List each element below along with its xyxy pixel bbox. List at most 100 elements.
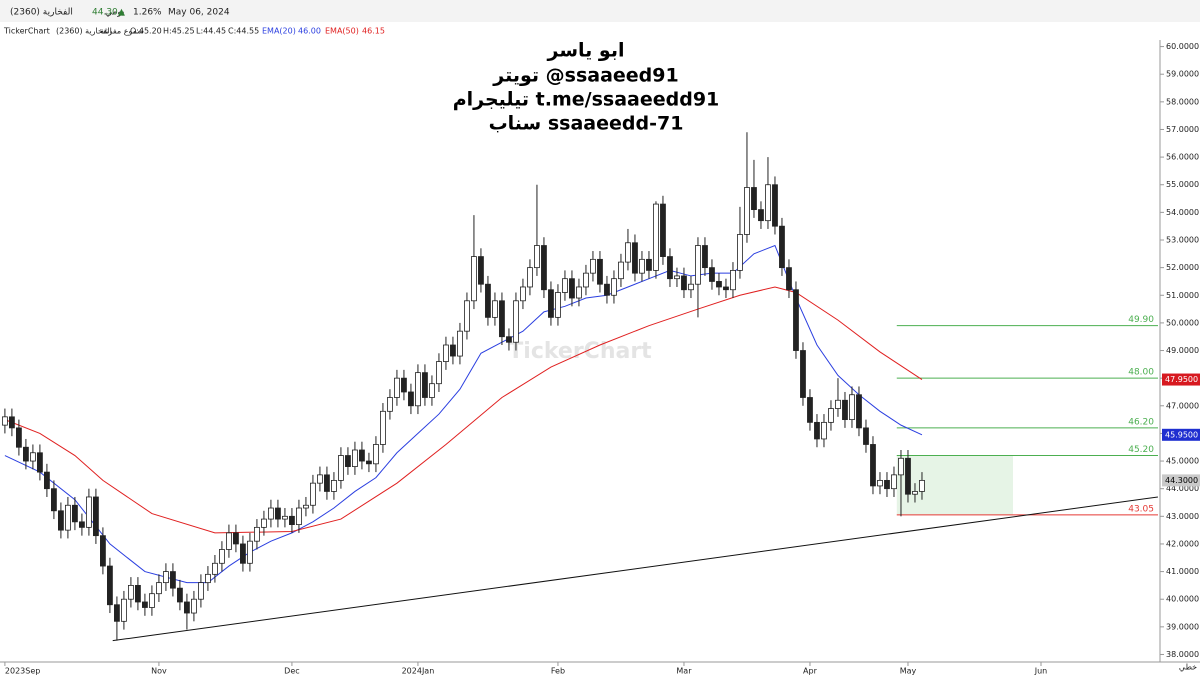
candle-body: [23, 446, 29, 462]
candle-body: [471, 256, 477, 302]
candle-body: [590, 258, 596, 274]
candle-body: [2, 416, 8, 426]
candle-body: [485, 283, 491, 318]
candle-body: [247, 540, 253, 564]
candle-body: [310, 482, 316, 506]
candle-body: [744, 187, 750, 235]
candle-body: [520, 286, 526, 302]
y-tick-label: 58.0000: [1166, 97, 1199, 106]
candle-body: [345, 455, 351, 467]
candle-body: [821, 421, 827, 440]
price-tag: [1162, 428, 1200, 441]
candle-body: [177, 587, 183, 603]
candle-body: [863, 427, 869, 445]
candle-body: [282, 515, 288, 520]
candle-body: [779, 225, 785, 269]
candle-body: [562, 278, 568, 293]
candle-body: [912, 491, 918, 495]
y-tick-label: 59.0000: [1166, 70, 1199, 79]
candle-body: [919, 479, 925, 492]
candle-body: [51, 488, 57, 512]
x-tick-label: 2023Sep: [5, 667, 40, 676]
x-tick-label: Jun: [1034, 667, 1048, 676]
candle-body: [30, 452, 36, 462]
candle-body: [107, 565, 113, 606]
y-tick-label: 42.0000: [1166, 539, 1199, 548]
candle-body: [240, 543, 246, 564]
chart-style: شموع مفرغة: [100, 27, 144, 36]
candle-body: [849, 394, 855, 421]
period: يومي: [105, 8, 125, 18]
candle-body: [457, 330, 463, 357]
candle-body: [569, 278, 575, 299]
ohlc-high: H:45.25: [163, 27, 195, 36]
candle-body: [709, 267, 715, 282]
candle-body: [541, 245, 547, 291]
candle-body: [149, 593, 155, 608]
y-tick-label: 41.0000: [1166, 567, 1199, 576]
x-tick-label: Mar: [676, 667, 692, 676]
candle-body: [758, 209, 764, 222]
change-arrow: ▲: [118, 8, 125, 18]
candle-body: [548, 289, 554, 318]
ema20-legend: EMA(20): [262, 27, 296, 36]
candle-body: [303, 504, 309, 509]
candle-body: [205, 573, 211, 584]
ohlc-low: L:44.45: [196, 27, 226, 36]
x-tick-label: Dec: [284, 667, 299, 676]
scale-type: خطي: [1179, 663, 1197, 672]
candle-body: [737, 234, 743, 271]
candle-body: [660, 203, 666, 257]
candle-body: [898, 457, 904, 476]
ema50-value: 46.15: [362, 27, 385, 36]
candle-body: [618, 261, 624, 280]
candle-body: [373, 444, 379, 465]
y-tick-label: 45.0000: [1166, 457, 1199, 466]
candle-body: [597, 258, 603, 285]
level-label: 45.20: [1128, 445, 1154, 455]
candle-body: [9, 416, 15, 429]
candle-body: [527, 267, 533, 288]
candle-body: [891, 474, 897, 490]
candle-body: [422, 372, 428, 398]
ema-line: [4, 244, 923, 584]
candle-body: [688, 283, 694, 291]
top-bar: [0, 0, 1200, 22]
zone: [896, 455, 1013, 515]
candle-body: [730, 269, 736, 291]
candle-body: [772, 184, 778, 227]
candle-body: [359, 449, 365, 462]
ema50-legend: EMA(50): [325, 27, 359, 36]
candle-body: [723, 286, 729, 291]
x-tick-label: Nov: [151, 667, 167, 676]
candle-body: [408, 391, 414, 407]
y-tick-label: 51.0000: [1166, 291, 1199, 300]
x-tick-label: Feb: [551, 667, 565, 676]
candle-body: [513, 300, 519, 343]
ohlc-close: C:44.55: [228, 27, 259, 36]
annotation: تويتر @ssaaeed91: [492, 65, 678, 87]
candle-body: [681, 275, 687, 291]
candle-body: [58, 510, 64, 531]
candle-body: [401, 377, 407, 393]
candle-body: [233, 532, 239, 545]
ema20-value: 46.00: [298, 27, 321, 36]
candle-body: [716, 281, 722, 288]
candle-body: [436, 361, 442, 385]
price-tag-label: 45.9500: [1165, 430, 1198, 439]
candle-body: [79, 521, 85, 528]
candle-body: [128, 584, 134, 600]
x-tick-label: 2024Jan: [402, 667, 435, 676]
candle-body: [317, 474, 323, 484]
candle-body: [289, 515, 295, 526]
price-tag: [1162, 474, 1200, 487]
candle-body: [632, 242, 638, 274]
y-tick-label: 55.0000: [1166, 180, 1199, 189]
y-tick-label: 54.0000: [1166, 208, 1199, 217]
candle-body: [261, 518, 267, 528]
level-label: 46.20: [1128, 417, 1154, 427]
candle-body: [394, 377, 400, 398]
candle-body: [254, 526, 260, 542]
candle-body: [44, 471, 50, 490]
ohlc-open: O:45.20: [130, 27, 162, 36]
